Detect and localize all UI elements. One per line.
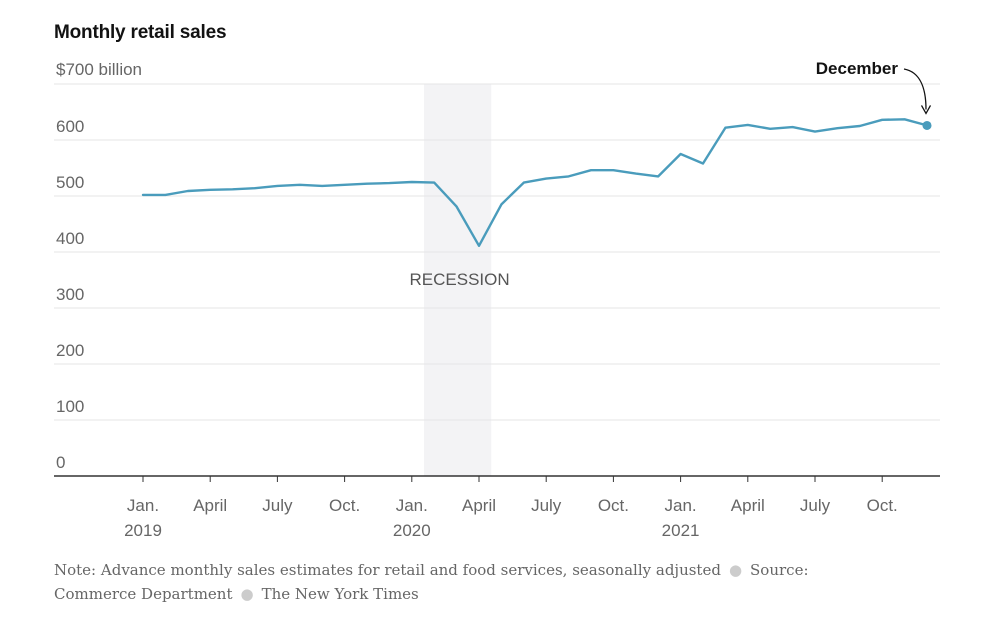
y-tick-label: 200	[56, 341, 84, 360]
arrowhead-icon	[920, 105, 932, 115]
separator-dot-icon: ●	[240, 585, 254, 603]
x-tick-label: July	[262, 496, 293, 515]
data-point	[207, 187, 213, 193]
x-tick-year-label: 2020	[393, 521, 431, 540]
data-point	[319, 183, 325, 189]
footnote: Note: Advance monthly sales estimates fo…	[54, 558, 894, 606]
data-point	[521, 180, 527, 186]
data-point	[140, 192, 146, 198]
x-tick-label: April	[462, 496, 496, 515]
y-tick-label: 0	[56, 453, 65, 472]
y-tick-label: 100	[56, 397, 84, 416]
x-tick-label: April	[193, 496, 227, 515]
data-point	[454, 204, 460, 210]
data-point	[543, 176, 549, 182]
x-tick-label: April	[731, 496, 765, 515]
y-tick-label: 600	[56, 117, 84, 136]
recession-band	[424, 84, 492, 476]
x-tick-label: Jan.	[665, 496, 697, 515]
series-line	[141, 118, 929, 248]
data-point	[386, 180, 392, 186]
data-point	[633, 171, 639, 177]
data-point	[902, 116, 908, 122]
annotation-label: December	[816, 59, 899, 78]
credit-text: The New York Times	[261, 585, 419, 603]
x-tick-label: Oct.	[598, 496, 629, 515]
note-text: Note: Advance monthly sales estimates fo…	[54, 561, 721, 579]
separator-dot-icon: ●	[728, 561, 743, 579]
data-point	[230, 186, 236, 192]
data-point	[610, 167, 616, 173]
data-point	[185, 188, 191, 194]
data-point	[879, 117, 885, 123]
data-point	[498, 201, 504, 207]
data-point	[588, 167, 594, 173]
x-tick-year-label: 2021	[662, 521, 700, 540]
december-point	[922, 120, 932, 130]
data-point	[767, 126, 773, 132]
x-tick-label: July	[800, 496, 831, 515]
data-point	[700, 161, 706, 167]
data-point	[566, 173, 572, 179]
data-point	[790, 124, 796, 130]
x-tick-label: Oct.	[867, 496, 898, 515]
data-point	[857, 123, 863, 129]
x-tick-label: Jan.	[396, 496, 428, 515]
y-tick-label: 500	[56, 173, 84, 192]
source-text: Source: Commerce Department	[54, 561, 809, 603]
x-tick-label: Jan.	[127, 496, 159, 515]
x-tick-label: July	[531, 496, 562, 515]
data-point	[297, 182, 303, 188]
data-point	[812, 129, 818, 135]
data-point	[476, 243, 482, 249]
data-point	[274, 183, 280, 189]
data-point	[342, 182, 348, 188]
annotation-arrow	[903, 68, 927, 110]
y-unit-label: $700 billion	[56, 60, 142, 79]
data-point	[409, 179, 415, 185]
y-tick-label: 400	[56, 229, 84, 248]
data-point	[431, 180, 437, 186]
data-point	[162, 192, 168, 198]
data-point	[678, 151, 684, 157]
recession-label: RECESSION	[410, 270, 510, 289]
data-point	[655, 173, 661, 179]
data-point	[745, 122, 751, 128]
data-point	[252, 185, 258, 191]
x-tick-year-label: 2019	[124, 521, 162, 540]
chart-title: Monthly retail sales	[54, 22, 227, 43]
data-point	[834, 125, 840, 131]
data-point	[364, 181, 370, 187]
x-tick-label: Oct.	[329, 496, 360, 515]
data-point	[722, 125, 728, 131]
y-tick-label: 300	[56, 285, 84, 304]
